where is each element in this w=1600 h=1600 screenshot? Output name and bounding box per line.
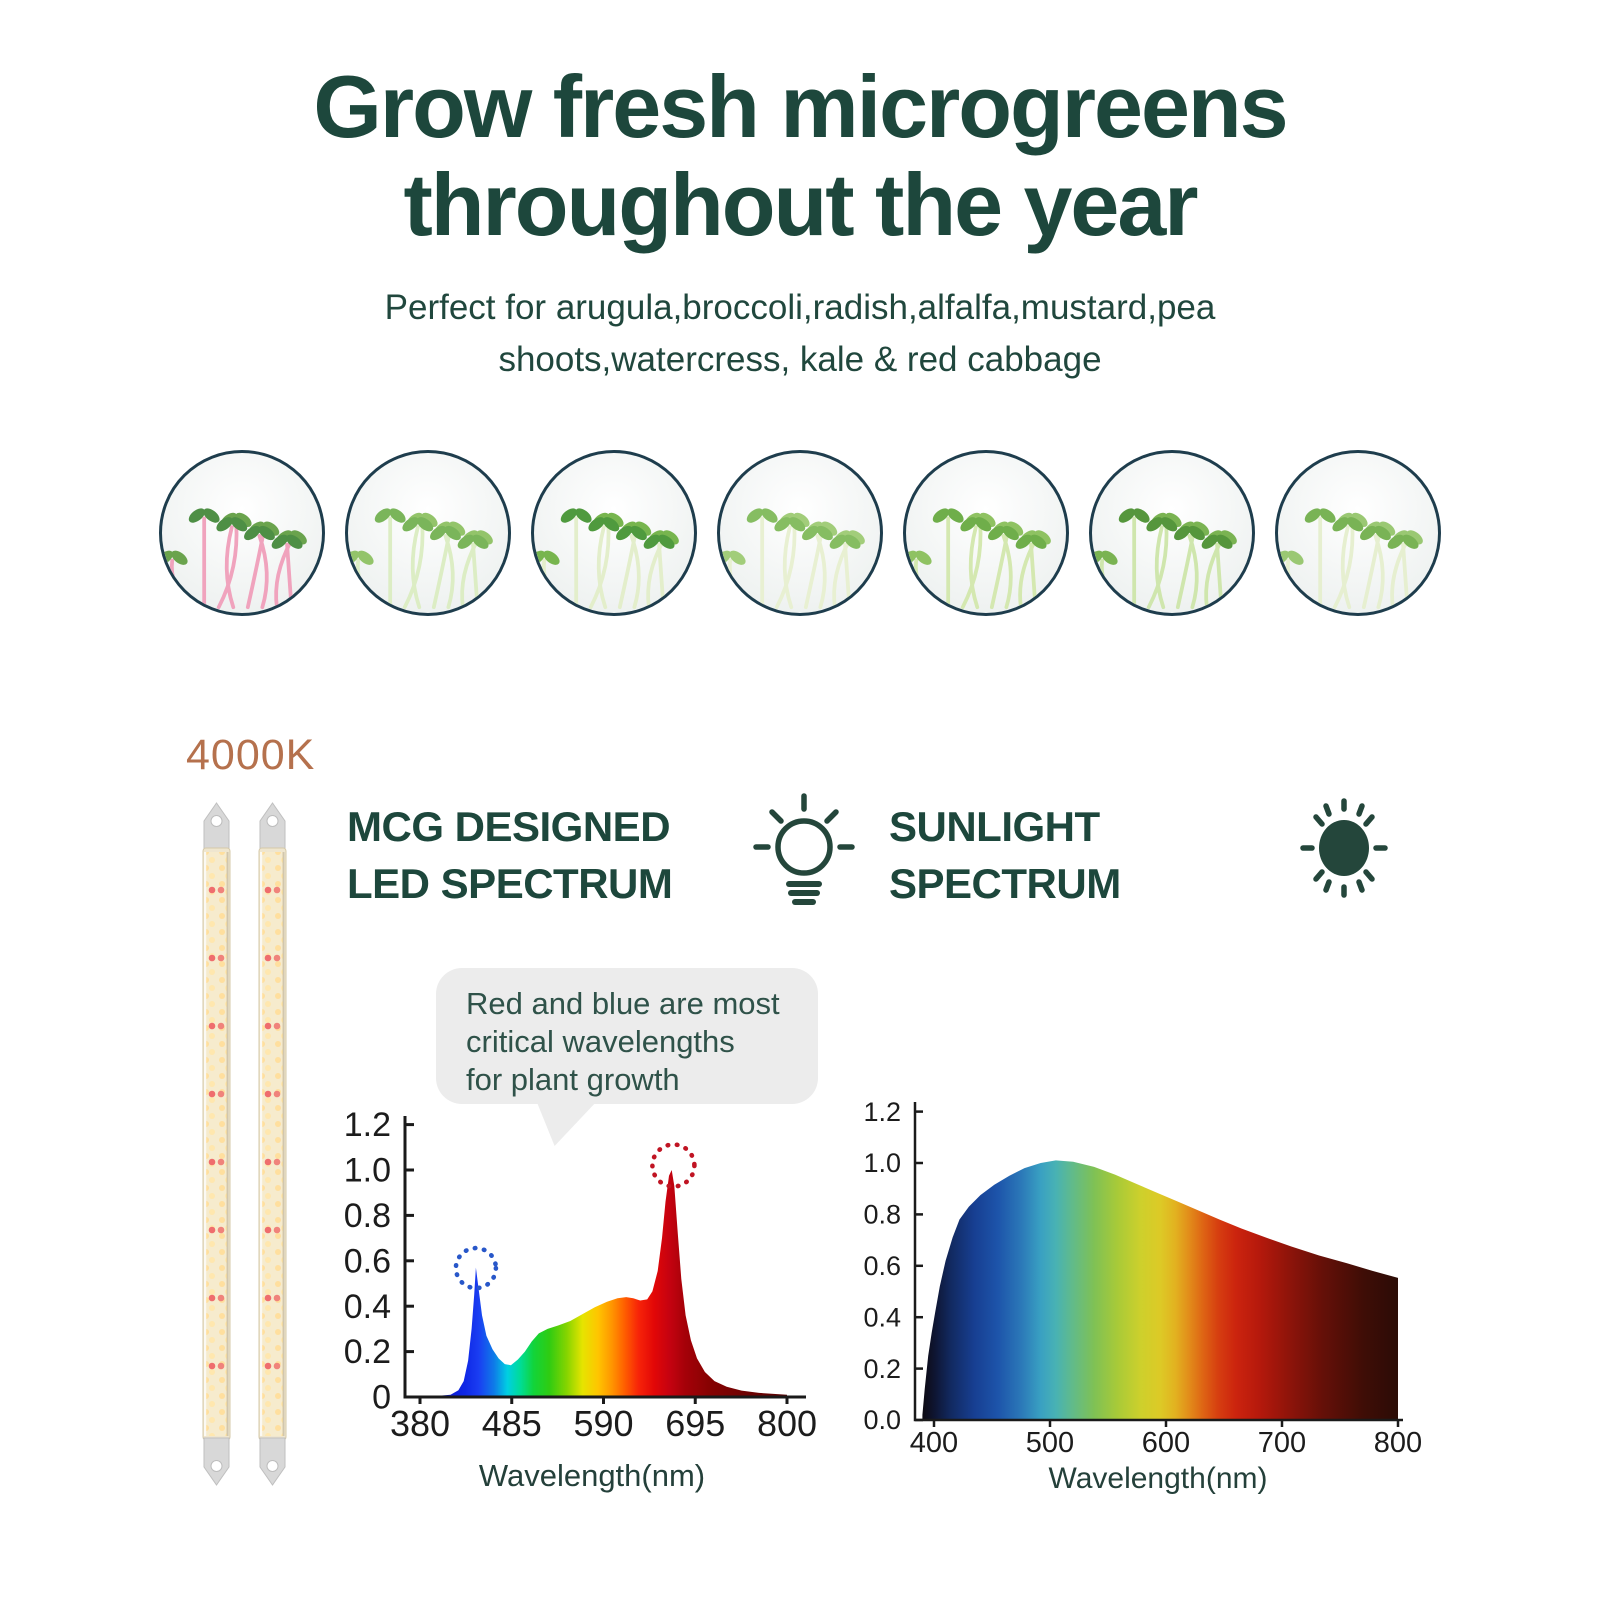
page-title: Grow fresh microgreens throughout the ye… [313,57,1288,254]
x-tick-label: 500 [1026,1427,1074,1459]
led-light-bar [202,802,231,1486]
y-tick-label: 0.8 [863,1200,901,1230]
callout-text: Red and blue are most critical wavelengt… [466,986,780,1097]
page-subtitle: Perfect for arugula,broccoli,radish,alfa… [384,288,1216,379]
y-tick-label: 0.2 [344,1333,391,1371]
x-tick-label: 695 [665,1403,725,1444]
y-tick-label: 0.6 [344,1242,391,1280]
x-tick-label: 700 [1258,1427,1306,1459]
blue-peak-marker [453,1245,499,1291]
microgreens-illustration [534,508,679,610]
x-tick-label: 485 [482,1403,542,1444]
x-tick-label: 590 [573,1403,633,1444]
x-tick-label: 800 [757,1403,817,1444]
callout-bubble: Red and blue are most critical wavelengt… [436,968,818,1104]
lightbulb-icon [750,790,858,910]
y-tick-label: 0.8 [344,1197,391,1235]
y-tick-label: 1.0 [344,1152,391,1190]
x-tick-label: 380 [390,1403,450,1444]
microgreens-illustration [720,508,865,610]
microgreens-illustration [162,508,307,610]
led-spectrum-heading: MCG DESIGNED LED SPECTRUM [347,803,673,907]
microgreens-illustration [348,508,493,610]
microgreen-photo-1 [159,450,325,616]
wavelength-axis-label: Wavelength(nm) [479,1458,705,1493]
microgreen-photo-2 [345,450,511,616]
y-tick-label: 1.0 [863,1148,901,1178]
microgreen-photo-3 [531,450,697,616]
spectrum-area [922,1160,1398,1420]
led-spectrum-chart: 0 0.2 0.4 0.6 0.8 1.0 1.2 380 485 590 695 800 Wavele… [344,1106,817,1493]
sunlight-spectrum-chart: 0.0 0.2 0.4 0.6 0.8 1.0 1.2 400 500 600 700 800 Wave… [863,1097,1422,1495]
y-tick-label: 1.2 [863,1097,901,1127]
wavelength-axis-label: Wavelength(nm) [1049,1462,1268,1495]
y-tick-label: 0.4 [863,1302,901,1332]
y-tick-label: 0.6 [863,1251,901,1281]
y-tick-label: 0 [372,1379,391,1417]
led-light-bars [201,800,288,1488]
spectrum-area [420,1170,787,1397]
red-peak-marker [650,1142,697,1189]
x-tick-label: 400 [910,1427,958,1459]
sunlight-spectrum-heading: SUNLIGHT SPECTRUM [889,803,1121,907]
led-light-bar [258,802,287,1486]
y-tick-label: 0.2 [863,1354,901,1384]
y-tick-label: 0.4 [344,1288,391,1326]
lamp-color-temp-label: 4000K [186,731,316,779]
x-tick-label: 800 [1374,1427,1422,1459]
x-tick-label: 600 [1142,1427,1190,1459]
microgreen-photo-4 [717,450,883,616]
y-tick-label: 0.0 [863,1405,901,1435]
microgreens-gallery [0,450,1600,616]
y-tick-label: 1.2 [344,1106,391,1144]
sun-icon [1290,793,1398,903]
microgreen-photo-6 [1089,450,1255,616]
